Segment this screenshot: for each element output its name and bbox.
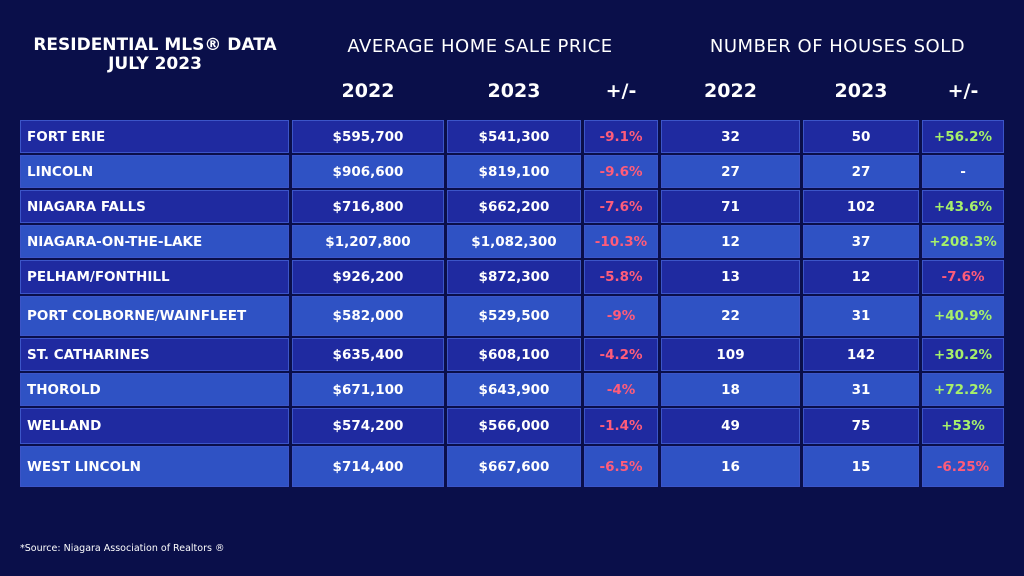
cell-price-2022: $926,200 <box>292 260 444 294</box>
cell-sold-2022: 27 <box>661 155 800 188</box>
cell-price-change: -5.8% <box>584 260 658 294</box>
col-header-price-2022: 2022 <box>341 80 395 102</box>
cell-sold-2023: 75 <box>803 408 919 444</box>
cell-sold-2023: 142 <box>803 338 919 371</box>
cell-area-name: ST. CATHARINES <box>20 338 289 371</box>
cell-price-change: -4.2% <box>584 338 658 371</box>
cell-price-change: -1.4% <box>584 408 658 444</box>
cell-price-2023: $819,100 <box>447 155 581 188</box>
col-header-sold-2022: 2022 <box>704 80 757 102</box>
chart-title: RESIDENTIAL MLS® DATA JULY 2023 <box>20 36 290 74</box>
sold-group-title: NUMBER OF HOUSES SOLD <box>709 36 966 57</box>
cell-area-name: PELHAM/FONTHILL <box>20 260 289 294</box>
cell-price-change: -7.6% <box>584 190 658 223</box>
cell-sold-change: +56.2% <box>922 120 1004 153</box>
cell-price-2023: $608,100 <box>447 338 581 371</box>
cell-sold-change: +53% <box>922 408 1004 444</box>
cell-area-name: THOROLD <box>20 373 289 406</box>
cell-sold-2022: 32 <box>661 120 800 153</box>
col-header-sold-2023: 2023 <box>834 80 888 102</box>
cell-area-name: NIAGARA FALLS <box>20 190 289 223</box>
cell-sold-2022: 16 <box>661 446 800 487</box>
cell-sold-2023: 27 <box>803 155 919 188</box>
cell-sold-change: -7.6% <box>922 260 1004 294</box>
cell-price-change: -10.3% <box>584 225 658 258</box>
cell-price-change: -6.5% <box>584 446 658 487</box>
cell-price-2022: $671,100 <box>292 373 444 406</box>
cell-sold-2023: 37 <box>803 225 919 258</box>
cell-sold-2023: 12 <box>803 260 919 294</box>
cell-sold-change: +30.2% <box>922 338 1004 371</box>
cell-price-2023: $566,000 <box>447 408 581 444</box>
cell-price-2022: $1,207,800 <box>292 225 444 258</box>
cell-sold-2023: 50 <box>803 120 919 153</box>
cell-sold-change: +208.3% <box>922 225 1004 258</box>
cell-price-2023: $643,900 <box>447 373 581 406</box>
price-group-title: AVERAGE HOME SALE PRICE <box>347 36 613 57</box>
source-note: *Source: Niagara Association of Realtors… <box>20 543 225 554</box>
cell-price-2022: $714,400 <box>292 446 444 487</box>
cell-price-2022: $635,400 <box>292 338 444 371</box>
title-line-1: RESIDENTIAL MLS® DATA <box>33 35 277 55</box>
cell-sold-2022: 12 <box>661 225 800 258</box>
cell-sold-2022: 18 <box>661 373 800 406</box>
cell-price-2022: $716,800 <box>292 190 444 223</box>
cell-price-2022: $595,700 <box>292 120 444 153</box>
cell-price-2023: $541,300 <box>447 120 581 153</box>
cell-sold-2022: 71 <box>661 190 800 223</box>
cell-sold-change: - <box>922 155 1004 188</box>
cell-price-change: -9% <box>584 296 658 336</box>
cell-sold-change: -6.25% <box>922 446 1004 487</box>
cell-sold-2023: 102 <box>803 190 919 223</box>
cell-sold-change: +43.6% <box>922 190 1004 223</box>
cell-area-name: LINCOLN <box>20 155 289 188</box>
cell-price-2023: $1,082,300 <box>447 225 581 258</box>
cell-sold-2022: 22 <box>661 296 800 336</box>
cell-area-name: FORT ERIE <box>20 120 289 153</box>
cell-sold-2023: 15 <box>803 446 919 487</box>
cell-area-name: WELLAND <box>20 408 289 444</box>
cell-area-name: PORT COLBORNE/WAINFLEET <box>20 296 289 336</box>
cell-price-2023: $662,200 <box>447 190 581 223</box>
cell-area-name: WEST LINCOLN <box>20 446 289 487</box>
cell-sold-2022: 109 <box>661 338 800 371</box>
cell-price-2023: $529,500 <box>447 296 581 336</box>
cell-price-2022: $574,200 <box>292 408 444 444</box>
cell-sold-change: +40.9% <box>922 296 1004 336</box>
cell-price-change: -9.1% <box>584 120 658 153</box>
cell-sold-2023: 31 <box>803 373 919 406</box>
cell-price-change: -4% <box>584 373 658 406</box>
col-header-price-2023: 2023 <box>487 80 541 102</box>
cell-sold-2023: 31 <box>803 296 919 336</box>
cell-sold-2022: 49 <box>661 408 800 444</box>
cell-area-name: NIAGARA-ON-THE-LAKE <box>20 225 289 258</box>
col-header-price-change: +/- <box>605 80 637 102</box>
title-line-2: JULY 2023 <box>108 54 202 74</box>
cell-sold-change: +72.2% <box>922 373 1004 406</box>
cell-price-2023: $667,600 <box>447 446 581 487</box>
cell-price-2022: $582,000 <box>292 296 444 336</box>
cell-price-change: -9.6% <box>584 155 658 188</box>
cell-price-2022: $906,600 <box>292 155 444 188</box>
cell-sold-2022: 13 <box>661 260 800 294</box>
col-header-sold-change: +/- <box>947 80 979 102</box>
cell-price-2023: $872,300 <box>447 260 581 294</box>
